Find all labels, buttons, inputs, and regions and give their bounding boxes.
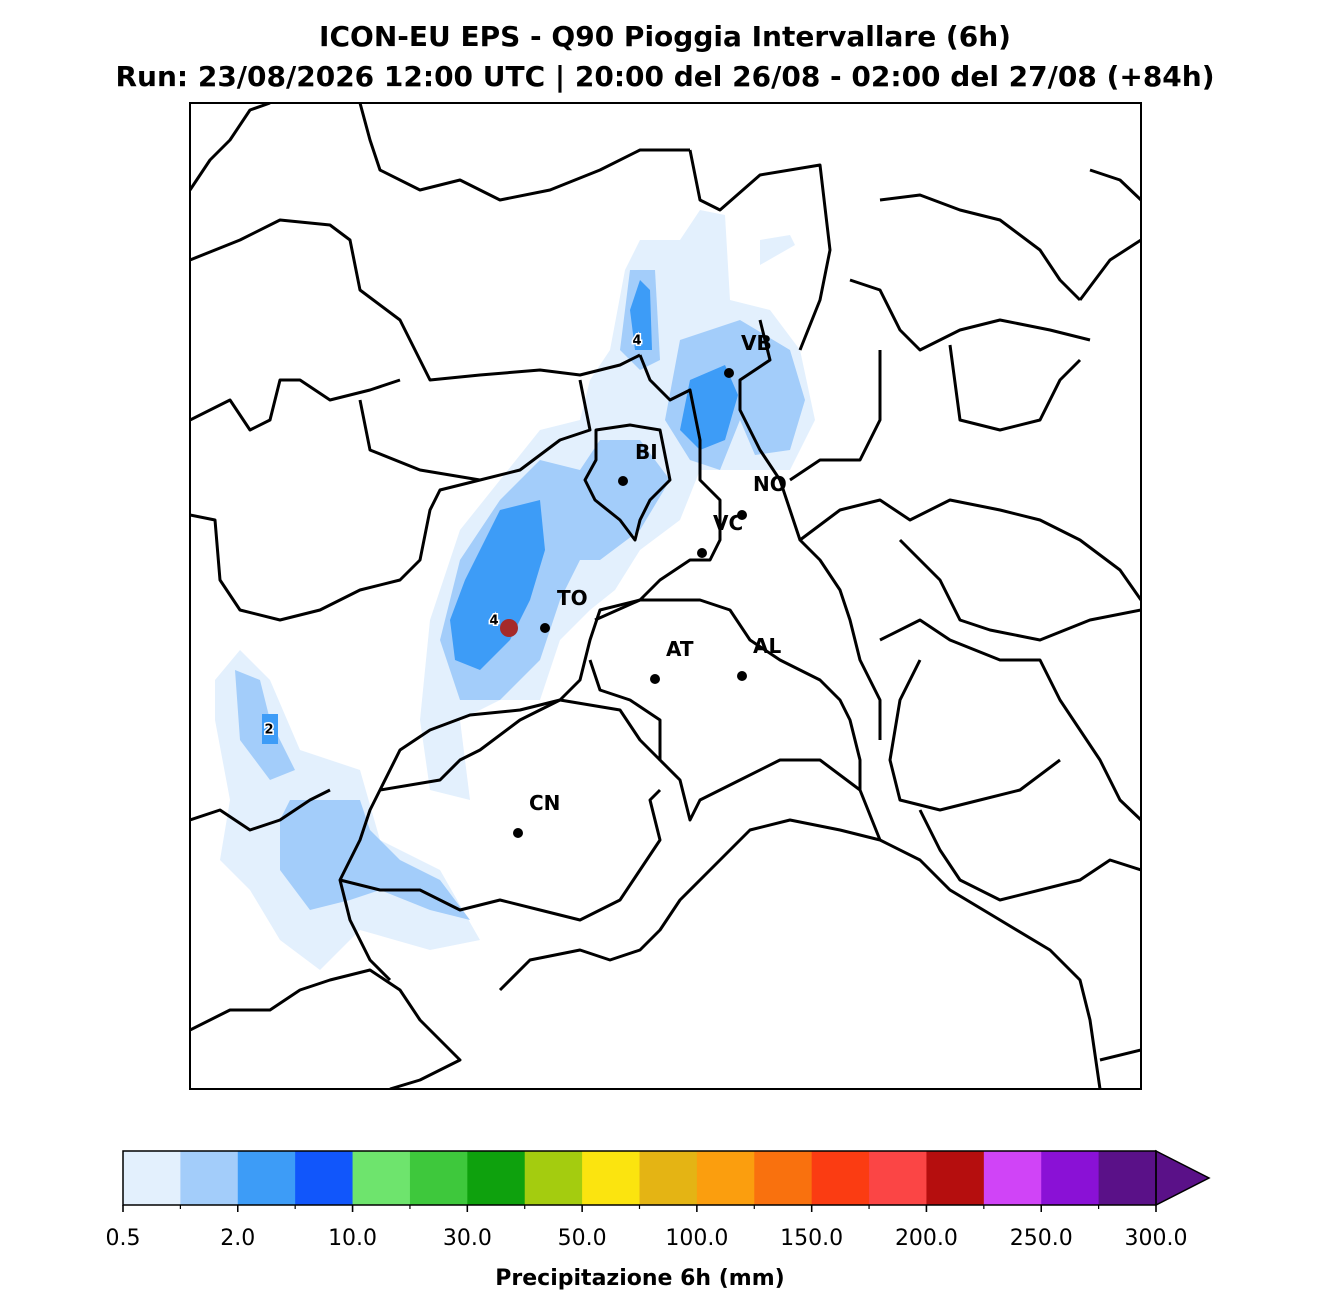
colorbar-extend — [1155, 1149, 1211, 1207]
city-dot — [513, 828, 523, 838]
colorbar-swatch — [869, 1151, 927, 1205]
city-label: BI — [635, 440, 658, 464]
city-label: VC — [713, 511, 743, 535]
colorbar-label: Precipitazione 6h (mm) — [495, 1266, 784, 1291]
cities: VB BI NO VC TO AT AL CN 4 4 2 — [263, 331, 787, 838]
borders — [190, 103, 1141, 1089]
colorbar-swatch — [639, 1151, 698, 1205]
colorbar-tick-label: 30.0 — [443, 1226, 492, 1251]
colorbar-tick-label: 2.0 — [220, 1226, 255, 1251]
colorbar: 0.5 2.0 10.0 30.0 50.0 100.0 150.0 200.0 250.0 30… — [106, 1149, 1211, 1251]
colorbar-tick-label: 50.0 — [558, 1226, 607, 1251]
city-label: AL — [753, 634, 781, 658]
subtitle: Run: 23/08/2026 12:00 UTC | 20:00 del 26… — [115, 60, 1214, 93]
colorbar-swatch — [1041, 1151, 1100, 1205]
colorbar-swatch — [295, 1151, 354, 1205]
colorbar-swatch — [180, 1151, 239, 1205]
colorbar-swatch — [409, 1151, 468, 1205]
colorbar-tick-label: 0.5 — [106, 1226, 141, 1251]
colorbar-swatch — [352, 1151, 411, 1205]
colorbar-tick-label: 300.0 — [1125, 1226, 1188, 1251]
colorbar-swatch — [811, 1151, 870, 1205]
contour-label: 4 — [632, 334, 641, 349]
title: ICON-EU EPS - Q90 Pioggia Intervallare (… — [319, 20, 1011, 53]
colorbar-swatch — [582, 1151, 640, 1205]
colorbar-swatch — [983, 1151, 1042, 1205]
colorbar-tick-label: 100.0 — [665, 1226, 728, 1251]
city-dot — [724, 368, 734, 378]
colorbar-swatch — [123, 1151, 181, 1205]
colorbar-swatch — [237, 1151, 296, 1205]
colorbar-swatch — [467, 1151, 526, 1205]
contour-label: 4 — [489, 614, 498, 629]
colorbar-swatch — [926, 1151, 985, 1205]
colorbar-swatch — [1098, 1151, 1157, 1205]
colorbar-tick-label: 10.0 — [328, 1226, 377, 1251]
map-frame — [189, 102, 1142, 1090]
city-dot — [737, 671, 747, 681]
city-dot — [618, 476, 628, 486]
colorbar-swatch — [754, 1151, 813, 1205]
city-label: AT — [666, 637, 694, 661]
contour-label: 2 — [264, 723, 273, 738]
highlight-point — [500, 619, 518, 637]
city-dot — [697, 548, 707, 558]
colorbar-swatch — [696, 1151, 755, 1205]
city-dot — [737, 510, 747, 520]
colorbar-tick-label: 250.0 — [1010, 1226, 1073, 1251]
city-label: TO — [557, 586, 588, 610]
colorbar-tick-label: 150.0 — [780, 1226, 843, 1251]
map-area — [190, 103, 1141, 1089]
city-dot — [540, 623, 550, 633]
city-label: CN — [529, 791, 560, 815]
city-dot — [650, 674, 660, 684]
colorbar-tick-label: 200.0 — [895, 1226, 958, 1251]
colorbar-swatch — [524, 1151, 583, 1205]
city-label: VB — [741, 331, 772, 355]
city-label: NO — [753, 472, 787, 496]
